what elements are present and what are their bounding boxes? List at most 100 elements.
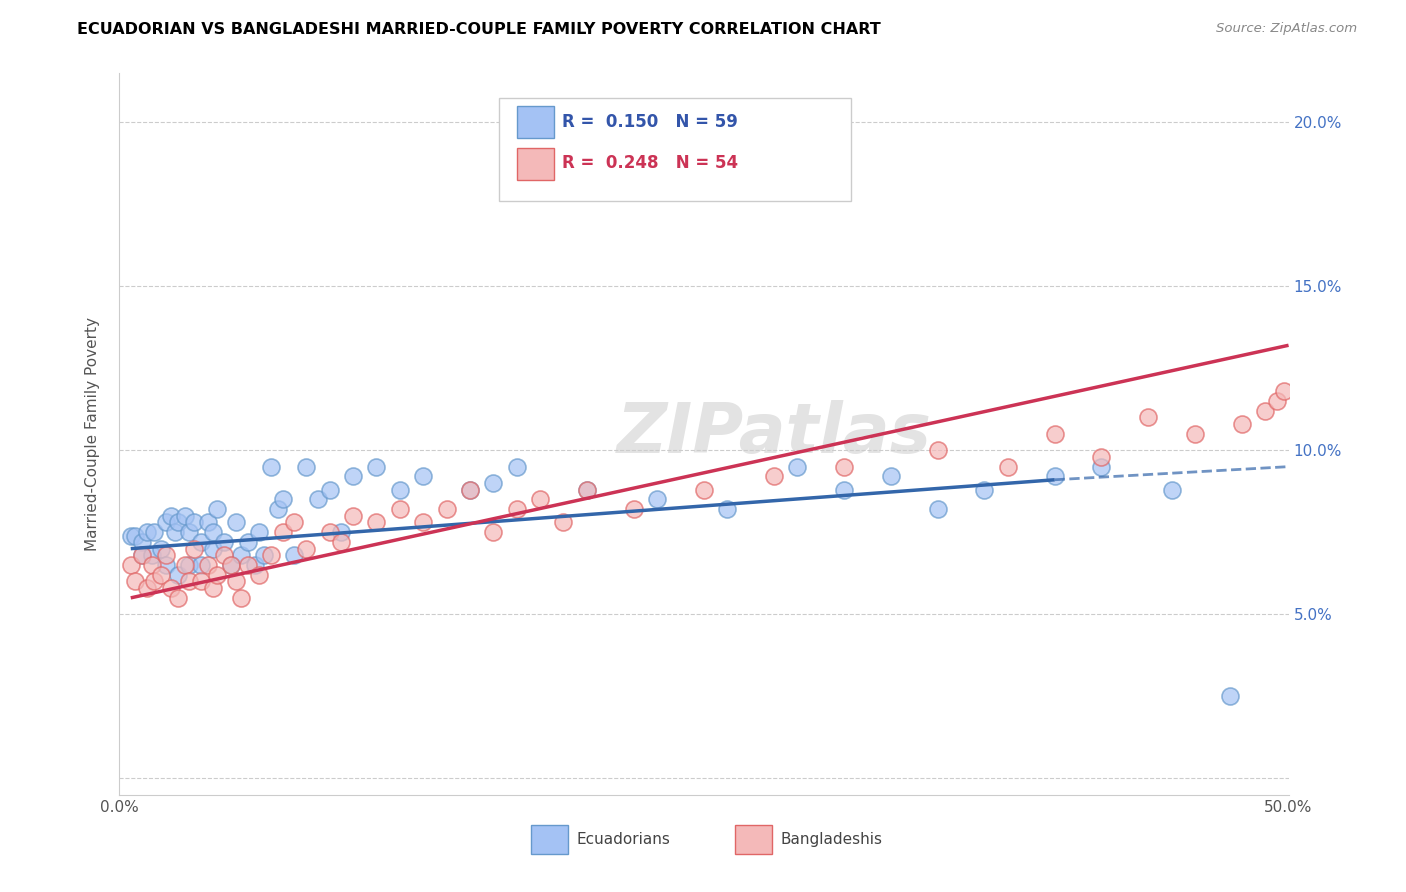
Point [221,558,243,572]
Point [267,502,290,516]
Point [120,528,142,542]
Point [1043,426,1066,441]
Point [1090,459,1112,474]
Point [927,443,949,458]
Point [221,558,243,572]
Point [283,548,305,562]
Point [131,548,153,562]
Point [166,516,188,530]
Point [166,568,188,582]
Point [575,483,598,497]
Point [141,558,163,572]
Point [159,581,181,595]
Point [529,492,551,507]
Point [136,581,159,595]
Point [229,548,252,562]
Point [183,541,205,556]
Point [236,535,259,549]
Point [207,502,229,516]
Point [201,581,224,595]
Point [880,469,903,483]
Point [253,548,276,562]
Point [229,591,252,605]
Point [190,535,212,549]
Text: ECUADORIAN VS BANGLADESHI MARRIED-COUPLE FAMILY POVERTY CORRELATION CHART: ECUADORIAN VS BANGLADESHI MARRIED-COUPLE… [77,22,882,37]
Point [150,568,173,582]
Text: Ecuadorians: Ecuadorians [576,832,671,847]
Point [832,459,855,474]
Point [330,525,353,540]
Point [436,502,458,516]
Point [458,483,481,497]
Point [575,483,598,497]
Point [553,516,575,530]
Point [693,483,716,497]
Point [318,483,340,497]
Text: R =  0.248   N = 54: R = 0.248 N = 54 [562,154,738,172]
Point [388,502,411,516]
Point [165,525,187,540]
Point [173,508,195,523]
Point [155,548,177,562]
Point [247,525,270,540]
Point [295,459,318,474]
Point [214,548,236,562]
Point [131,535,153,549]
Text: Bangladeshis: Bangladeshis [780,832,883,847]
Point [482,525,505,540]
Point [141,548,163,562]
Point [330,535,353,549]
Point [762,469,785,483]
Point [136,525,159,540]
Point [260,459,283,474]
Point [1254,404,1277,418]
Point [458,483,481,497]
Point [166,591,188,605]
Point [307,492,329,507]
Point [342,508,364,523]
Point [412,516,434,530]
Point [225,516,247,530]
Point [131,548,153,562]
Point [143,574,166,589]
Point [155,558,177,572]
Point [236,558,259,572]
Point [150,541,173,556]
Point [271,492,294,507]
Point [295,541,318,556]
Point [183,516,205,530]
Point [260,548,283,562]
Point [342,469,364,483]
Point [197,516,219,530]
Point [120,558,142,572]
Text: R =  0.150   N = 59: R = 0.150 N = 59 [562,113,738,131]
Point [143,525,166,540]
Point [997,459,1019,474]
Point [973,483,995,497]
Point [124,528,146,542]
Point [179,558,201,572]
Point [159,508,181,523]
Point [124,574,146,589]
Point [366,459,388,474]
Point [179,574,201,589]
Text: ZIPatlas: ZIPatlas [616,401,931,467]
Point [271,525,294,540]
Point [1184,426,1206,441]
Point [1043,469,1066,483]
Point [505,502,527,516]
Point [190,574,212,589]
Point [1265,394,1288,409]
Point [201,541,224,556]
Point [190,558,212,572]
Point [786,459,808,474]
Point [173,558,195,572]
Point [716,502,738,516]
Point [214,535,236,549]
Point [179,525,201,540]
Point [832,483,855,497]
Point [1137,410,1160,425]
Point [243,558,266,572]
Point [197,558,219,572]
Point [388,483,411,497]
